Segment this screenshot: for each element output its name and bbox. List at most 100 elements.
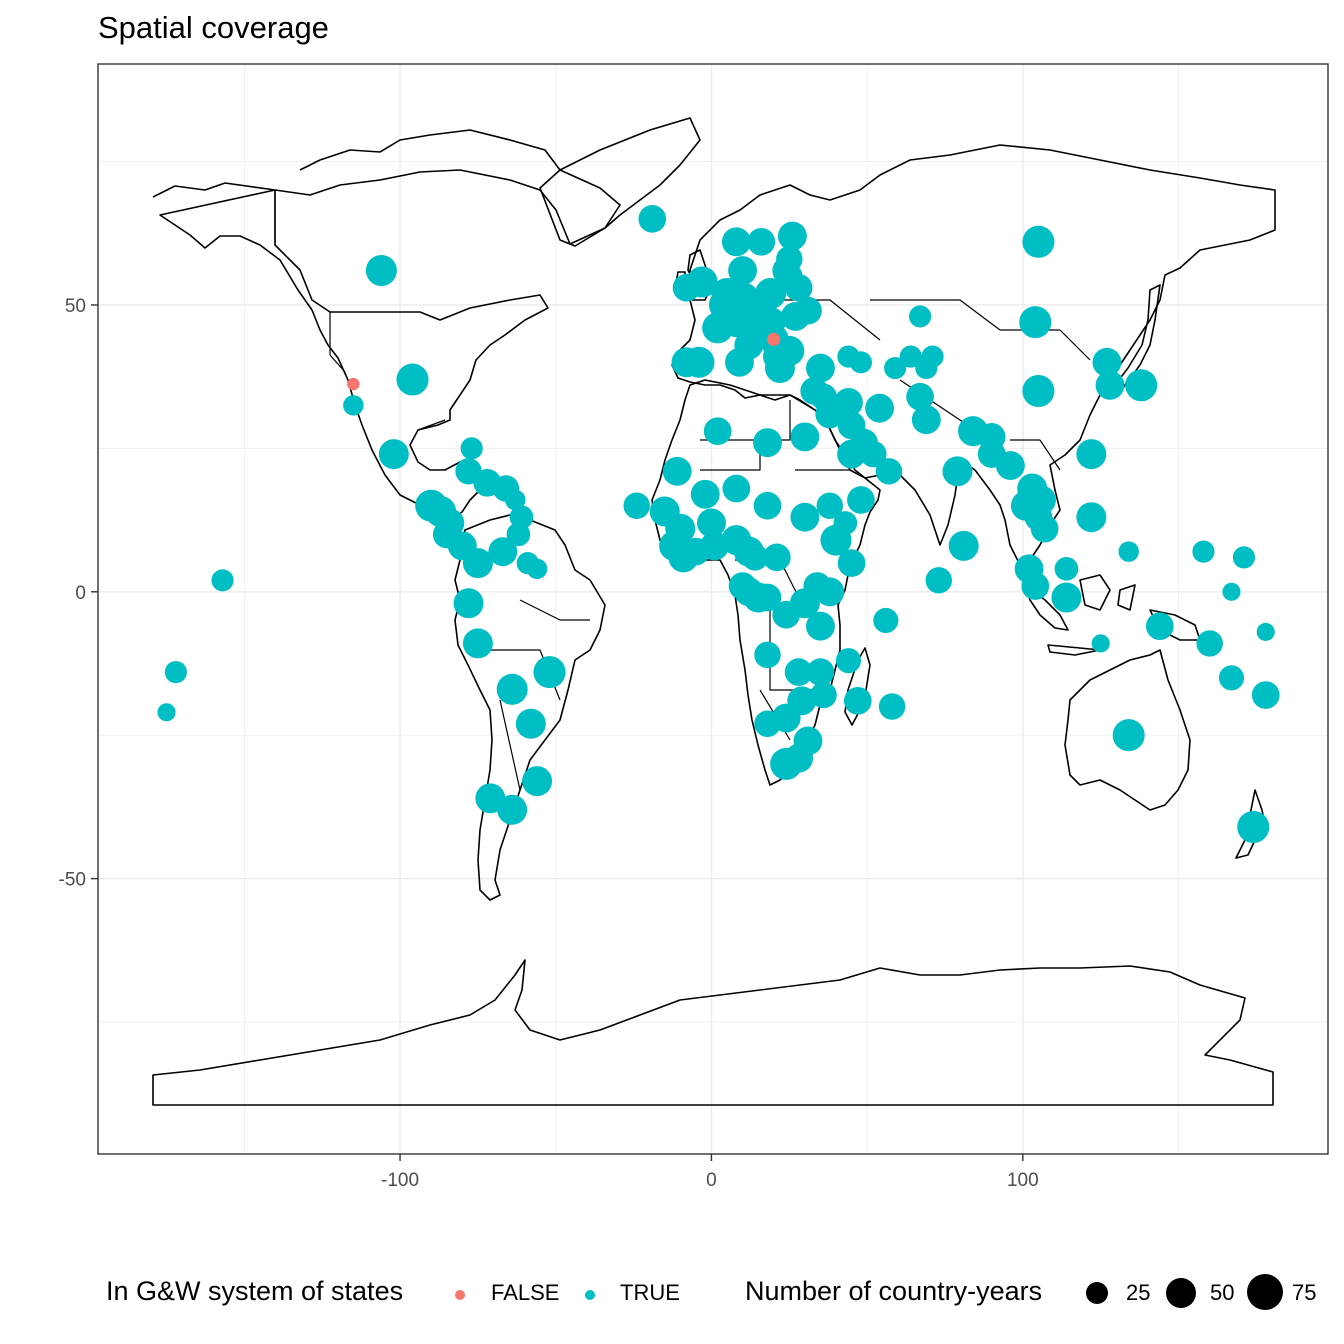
data-point-true <box>496 673 528 705</box>
data-point-true <box>753 583 782 612</box>
data-point-true <box>925 567 952 594</box>
legend-size-label-50: 50 <box>1210 1280 1235 1305</box>
data-point-true <box>1022 225 1055 258</box>
legend-key-true <box>585 1290 595 1300</box>
data-point-true <box>1076 439 1107 470</box>
data-point-true <box>906 382 934 411</box>
data-point-true <box>1125 369 1158 402</box>
data-point-true <box>806 658 835 686</box>
data-point-true <box>942 456 973 487</box>
data-point-true <box>810 681 837 709</box>
data-point-true <box>784 658 813 686</box>
data-point-true <box>1118 541 1139 562</box>
data-point-true <box>1021 572 1050 600</box>
data-point-true <box>1019 306 1052 339</box>
y-tick-label: -50 <box>59 870 86 891</box>
world-map-outline <box>152 117 1276 1106</box>
map-south-america <box>454 514 606 901</box>
data-point-true <box>1222 582 1241 601</box>
plot-panel <box>97 63 1329 1155</box>
data-point-true <box>875 458 903 485</box>
data-point-true <box>623 492 650 519</box>
data-point-true <box>343 395 364 416</box>
y-tick-label: 50 <box>65 296 86 317</box>
data-point-true <box>460 437 483 460</box>
data-point-true <box>790 422 820 452</box>
data-point-true <box>1092 347 1122 377</box>
data-point-true <box>843 686 872 715</box>
data-point-true <box>762 543 791 572</box>
data-point-true <box>1022 374 1055 408</box>
data-point-true <box>721 227 751 257</box>
data-point-true <box>1237 810 1270 844</box>
data-point-true <box>911 405 941 435</box>
legend-size-key-75 <box>1247 1274 1283 1310</box>
data-point-true <box>948 530 979 561</box>
data-point-true <box>662 456 692 486</box>
data-point-true <box>790 502 820 532</box>
data-point-true <box>1112 719 1145 752</box>
data-point-true <box>833 511 858 535</box>
x-tick-label: 100 <box>1007 1170 1039 1191</box>
data-point-true <box>1192 540 1215 563</box>
data-point-true <box>1030 514 1059 543</box>
map-eurasia <box>671 144 1276 566</box>
data-point-true <box>754 641 781 669</box>
data-point-true <box>522 766 553 797</box>
data-point-true <box>995 451 1025 481</box>
data-point-true <box>805 611 835 641</box>
data-point-true <box>686 266 718 298</box>
data-point-true <box>1251 681 1280 709</box>
data-point-true <box>753 428 782 458</box>
points-layer <box>157 205 1280 844</box>
data-point-true <box>915 356 938 380</box>
data-point-true <box>753 491 782 520</box>
data-point-false <box>767 332 781 346</box>
chart-title: Spatial coverage <box>98 10 329 45</box>
map-greenland <box>539 117 701 247</box>
data-point-true <box>365 255 397 287</box>
data-point-true <box>743 290 773 320</box>
legend-label-false: FALSE <box>491 1280 560 1305</box>
data-point-true <box>683 346 715 378</box>
data-point-true <box>396 363 429 396</box>
data-point-true <box>1051 582 1082 613</box>
data-point-true <box>873 607 899 634</box>
data-point-true <box>728 256 758 285</box>
panel-border <box>97 63 1329 1155</box>
data-point-true <box>837 439 867 469</box>
data-point-true <box>777 221 807 251</box>
data-point-true <box>865 393 895 423</box>
legend-label-true: TRUE <box>620 1280 680 1305</box>
data-point-true <box>1091 634 1110 653</box>
data-point-true <box>1146 612 1174 641</box>
data-point-true <box>787 686 817 716</box>
data-point-true <box>837 549 866 577</box>
x-tick-label: -100 <box>381 1170 419 1191</box>
data-point-true <box>505 489 526 511</box>
data-point-true <box>488 537 518 567</box>
data-point-true <box>1196 630 1223 657</box>
data-point-true <box>722 474 751 503</box>
data-point-true <box>1076 502 1107 533</box>
data-point-true <box>794 296 822 325</box>
data-point-true <box>211 569 234 592</box>
data-point-true <box>884 356 907 380</box>
data-point-true <box>157 703 176 722</box>
map-australia <box>1064 649 1191 811</box>
data-point-true <box>1256 622 1275 641</box>
panel-background <box>98 64 1328 1154</box>
data-point-true <box>899 345 922 368</box>
data-point-true <box>164 661 187 684</box>
data-point-true <box>878 693 906 720</box>
data-point-true <box>764 353 795 384</box>
data-point-true <box>526 558 548 580</box>
data-point-true <box>533 656 566 689</box>
data-point-true <box>805 353 835 383</box>
data-point-true <box>835 648 862 674</box>
data-point-true <box>1095 370 1125 400</box>
map-indonesia <box>1024 574 1201 656</box>
data-point-true <box>815 577 845 607</box>
data-point-true <box>1054 556 1079 581</box>
